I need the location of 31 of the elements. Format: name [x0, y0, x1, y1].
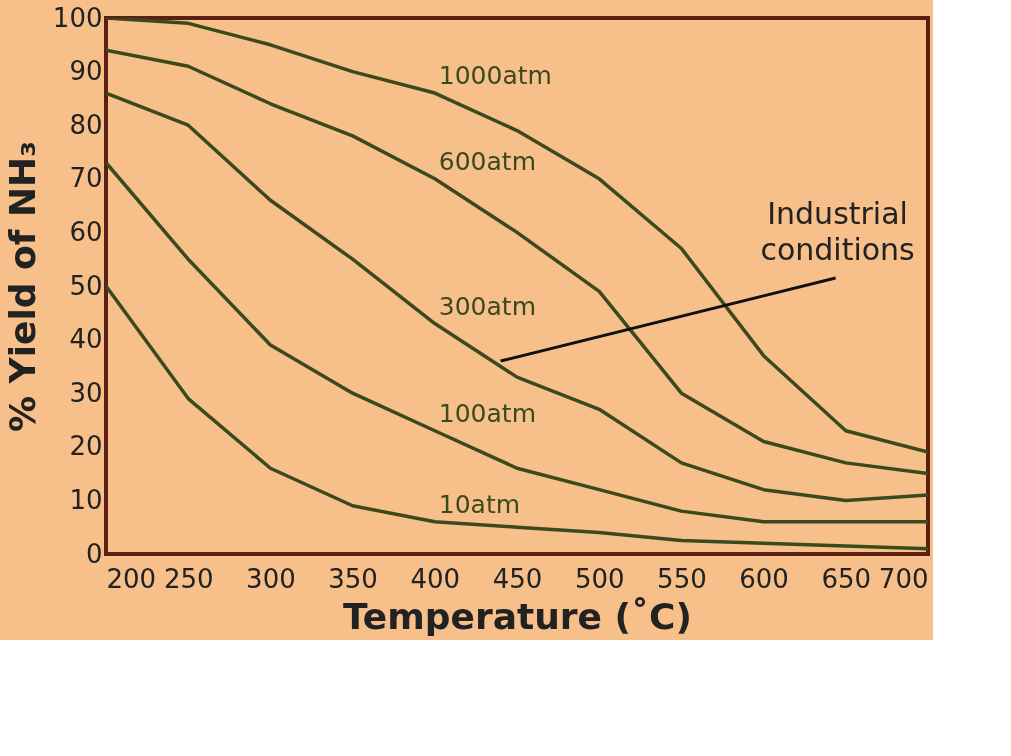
x-tick-label: 350 — [328, 563, 378, 594]
series-label: 300atm — [438, 291, 536, 321]
y-tick-label: 30 — [69, 377, 103, 408]
y-tick-label: 50 — [69, 270, 103, 301]
x-tick-label: 400 — [410, 563, 461, 594]
y-tick-label: 40 — [69, 324, 103, 355]
series-label: 1000atm — [438, 61, 552, 91]
y-tick-label: 10 — [69, 484, 103, 515]
y-tick-label: 90 — [69, 56, 103, 87]
y-tick-label: 100 — [52, 2, 103, 33]
x-tick-label: 500 — [574, 563, 625, 594]
y-axis-title: % Yield of NH₃ — [1, 140, 43, 433]
x-tick-label: 650 — [821, 563, 872, 594]
y-tick-label: 70 — [69, 163, 103, 194]
y-tick-label: 60 — [69, 216, 103, 247]
x-tick-label: 250 — [163, 563, 214, 594]
x-tick-label: 300 — [246, 563, 296, 594]
y-tick-label: 80 — [69, 109, 103, 140]
y-tick-label: 20 — [69, 431, 103, 462]
series-label: 600atm — [438, 146, 536, 176]
y-tick-label: 0 — [85, 538, 103, 569]
x-tick-label: 600 — [739, 563, 789, 594]
x-tick-label: 200 — [106, 563, 157, 594]
series-label: 10atm — [438, 489, 521, 519]
x-tick-label: 450 — [492, 563, 543, 594]
series-label: 100atm — [438, 398, 536, 428]
x-tick-label: 700 — [878, 563, 929, 594]
annotation: Industrial conditions — [760, 196, 915, 268]
x-tick-label: 550 — [657, 563, 707, 594]
line-series — [106, 284, 928, 551]
x-axis-title: Temperature (˚C) — [343, 595, 692, 637]
